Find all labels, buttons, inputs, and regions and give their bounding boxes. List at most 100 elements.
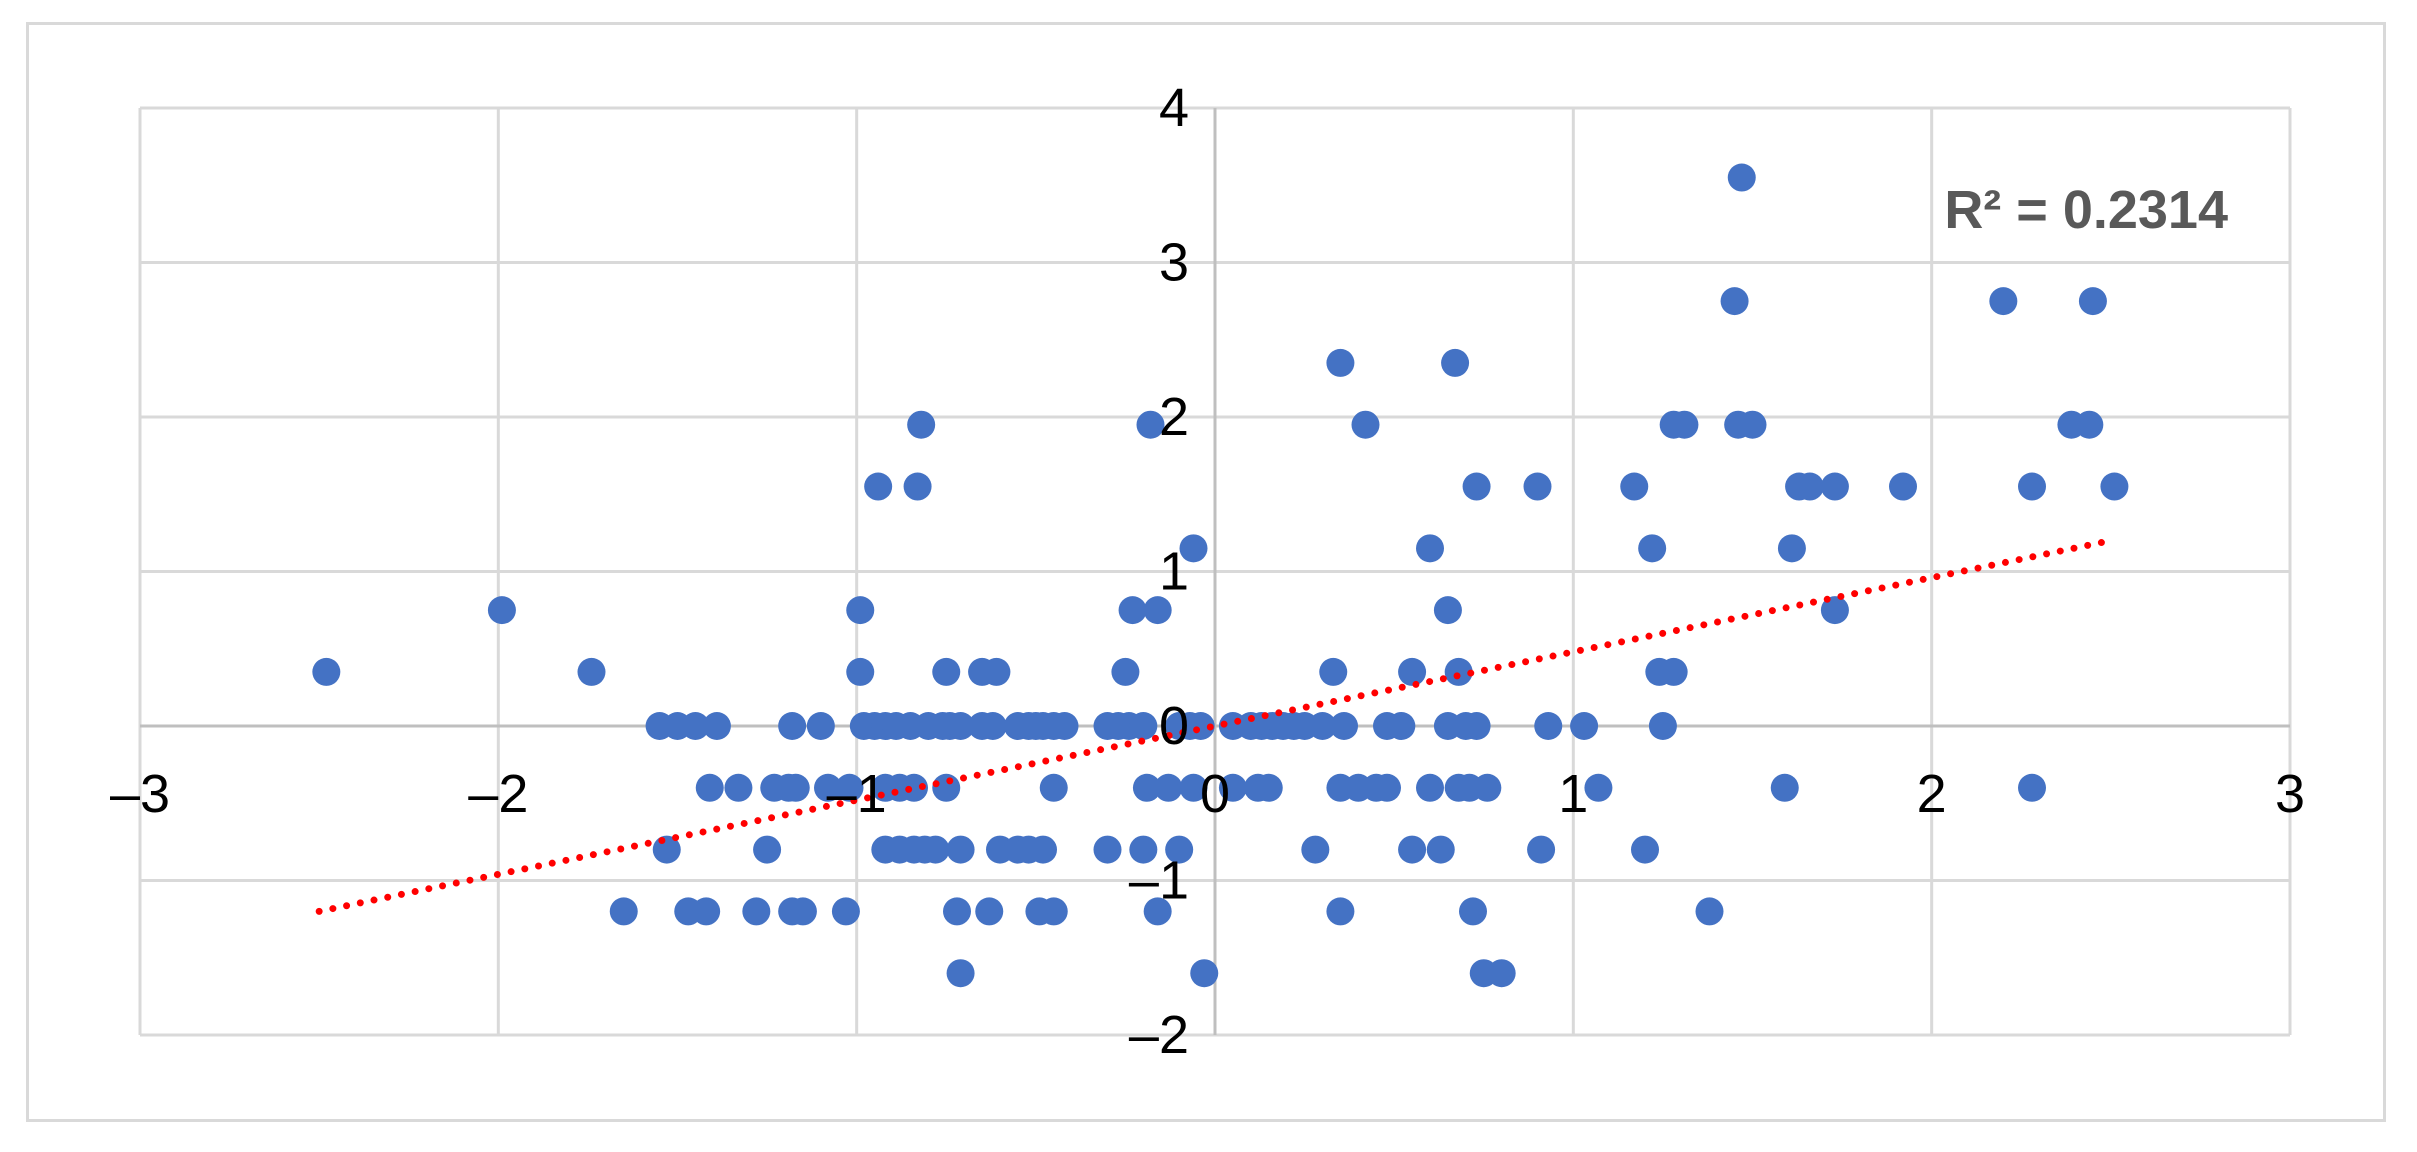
data-point-137 bbox=[864, 472, 893, 501]
data-point-77 bbox=[1770, 773, 1799, 802]
data-point-105 bbox=[831, 897, 860, 926]
data-point-107 bbox=[975, 897, 1004, 926]
data-point-118 bbox=[846, 657, 875, 686]
data-point-95 bbox=[1398, 835, 1427, 864]
data-point-61 bbox=[1039, 773, 1068, 802]
data-point-8 bbox=[806, 712, 835, 740]
data-point-19 bbox=[978, 712, 1007, 740]
data-point-0 bbox=[312, 657, 341, 686]
data-point-7 bbox=[778, 712, 807, 740]
data-point-51 bbox=[724, 773, 753, 802]
data-point-97 bbox=[1527, 835, 1556, 864]
data-point-5 bbox=[681, 712, 710, 740]
data-point-65 bbox=[1218, 773, 1247, 802]
data-point-127 bbox=[1659, 657, 1688, 686]
data-point-94 bbox=[1301, 835, 1330, 864]
data-point-112 bbox=[1459, 897, 1487, 926]
data-point-48 bbox=[1570, 712, 1599, 740]
data-point-133 bbox=[1179, 534, 1208, 563]
data-point-143 bbox=[1795, 472, 1824, 501]
data-point-1 bbox=[487, 596, 516, 625]
data-point-56 bbox=[835, 773, 864, 802]
y-tick-label-4: 2 bbox=[1159, 387, 1189, 447]
data-point-154 bbox=[1738, 410, 1767, 439]
data-point-47 bbox=[1534, 712, 1563, 740]
x-tick-label-2: –1 bbox=[827, 764, 887, 824]
data-point-71 bbox=[1373, 773, 1401, 802]
data-point-99 bbox=[609, 897, 638, 926]
data-point-121 bbox=[982, 657, 1011, 686]
data-point-130 bbox=[1143, 596, 1172, 625]
x-tick-label-1: –2 bbox=[468, 764, 528, 824]
data-point-102 bbox=[742, 897, 771, 926]
data-point-158 bbox=[1441, 348, 1470, 377]
data-point-2 bbox=[577, 657, 606, 686]
data-point-54 bbox=[781, 773, 810, 802]
data-point-101 bbox=[692, 897, 721, 926]
data-point-85 bbox=[921, 835, 950, 864]
data-point-62 bbox=[1132, 773, 1161, 802]
data-point-150 bbox=[1351, 410, 1380, 439]
data-point-111 bbox=[1326, 897, 1355, 926]
data-point-93 bbox=[1165, 835, 1194, 864]
x-tick-label-4: 1 bbox=[1558, 764, 1588, 824]
data-point-50 bbox=[695, 773, 724, 802]
x-tick-label-0: –3 bbox=[110, 764, 170, 824]
data-point-91 bbox=[1093, 835, 1122, 864]
data-point-72 bbox=[1416, 773, 1444, 802]
data-point-92 bbox=[1129, 835, 1158, 864]
data-point-156 bbox=[2075, 410, 2104, 439]
data-point-25 bbox=[1050, 712, 1079, 740]
data-point-40 bbox=[1308, 712, 1337, 740]
data-point-157 bbox=[1326, 348, 1355, 377]
data-point-136 bbox=[1777, 534, 1806, 563]
data-point-134 bbox=[1416, 534, 1444, 563]
data-point-131 bbox=[1433, 596, 1462, 625]
data-point-46 bbox=[1462, 712, 1491, 740]
data-point-141 bbox=[1620, 472, 1649, 501]
data-point-60 bbox=[932, 773, 961, 802]
y-tick-label-5: 3 bbox=[1159, 233, 1189, 293]
data-point-144 bbox=[1820, 472, 1849, 501]
x-tick-label-3: 0 bbox=[1200, 764, 1230, 824]
data-point-125 bbox=[1444, 657, 1473, 686]
y-tick-label-3: 1 bbox=[1159, 542, 1189, 602]
data-point-146 bbox=[2018, 472, 2046, 501]
data-point-160 bbox=[1989, 287, 2018, 316]
data-point-162 bbox=[1727, 163, 1756, 192]
data-point-29 bbox=[1129, 712, 1158, 740]
data-point-152 bbox=[1670, 410, 1699, 439]
data-point-128 bbox=[846, 596, 875, 625]
data-point-63 bbox=[1154, 773, 1183, 802]
data-point-117 bbox=[1487, 959, 1516, 988]
data-point-145 bbox=[1889, 472, 1917, 501]
data-point-129 bbox=[1118, 596, 1147, 625]
data-point-67 bbox=[1254, 773, 1283, 802]
data-point-161 bbox=[2078, 287, 2107, 316]
data-point-49 bbox=[1648, 712, 1677, 740]
r-squared-label: R² = 0.2314 bbox=[1944, 180, 2228, 240]
data-point-17 bbox=[946, 712, 975, 740]
data-point-98 bbox=[1631, 835, 1659, 864]
data-point-32 bbox=[1186, 712, 1215, 740]
x-tick-label-5: 2 bbox=[1917, 764, 1947, 824]
data-point-80 bbox=[753, 835, 782, 864]
trendline bbox=[315, 537, 2115, 915]
data-point-59 bbox=[900, 773, 928, 802]
data-point-75 bbox=[1473, 773, 1502, 802]
data-point-138 bbox=[903, 472, 932, 501]
data-point-76 bbox=[1584, 773, 1613, 802]
axes bbox=[140, 108, 2290, 1035]
data-point-109 bbox=[1039, 897, 1068, 926]
data-point-6 bbox=[702, 712, 731, 740]
data-point-55 bbox=[814, 773, 842, 802]
data-point-114 bbox=[946, 959, 975, 988]
data-point-96 bbox=[1426, 835, 1455, 864]
data-point-110 bbox=[1143, 897, 1172, 926]
data-point-86 bbox=[946, 835, 975, 864]
y-tick-label-2: 0 bbox=[1159, 696, 1189, 756]
data-point-149 bbox=[1136, 410, 1165, 439]
data-point-78 bbox=[2018, 773, 2046, 802]
